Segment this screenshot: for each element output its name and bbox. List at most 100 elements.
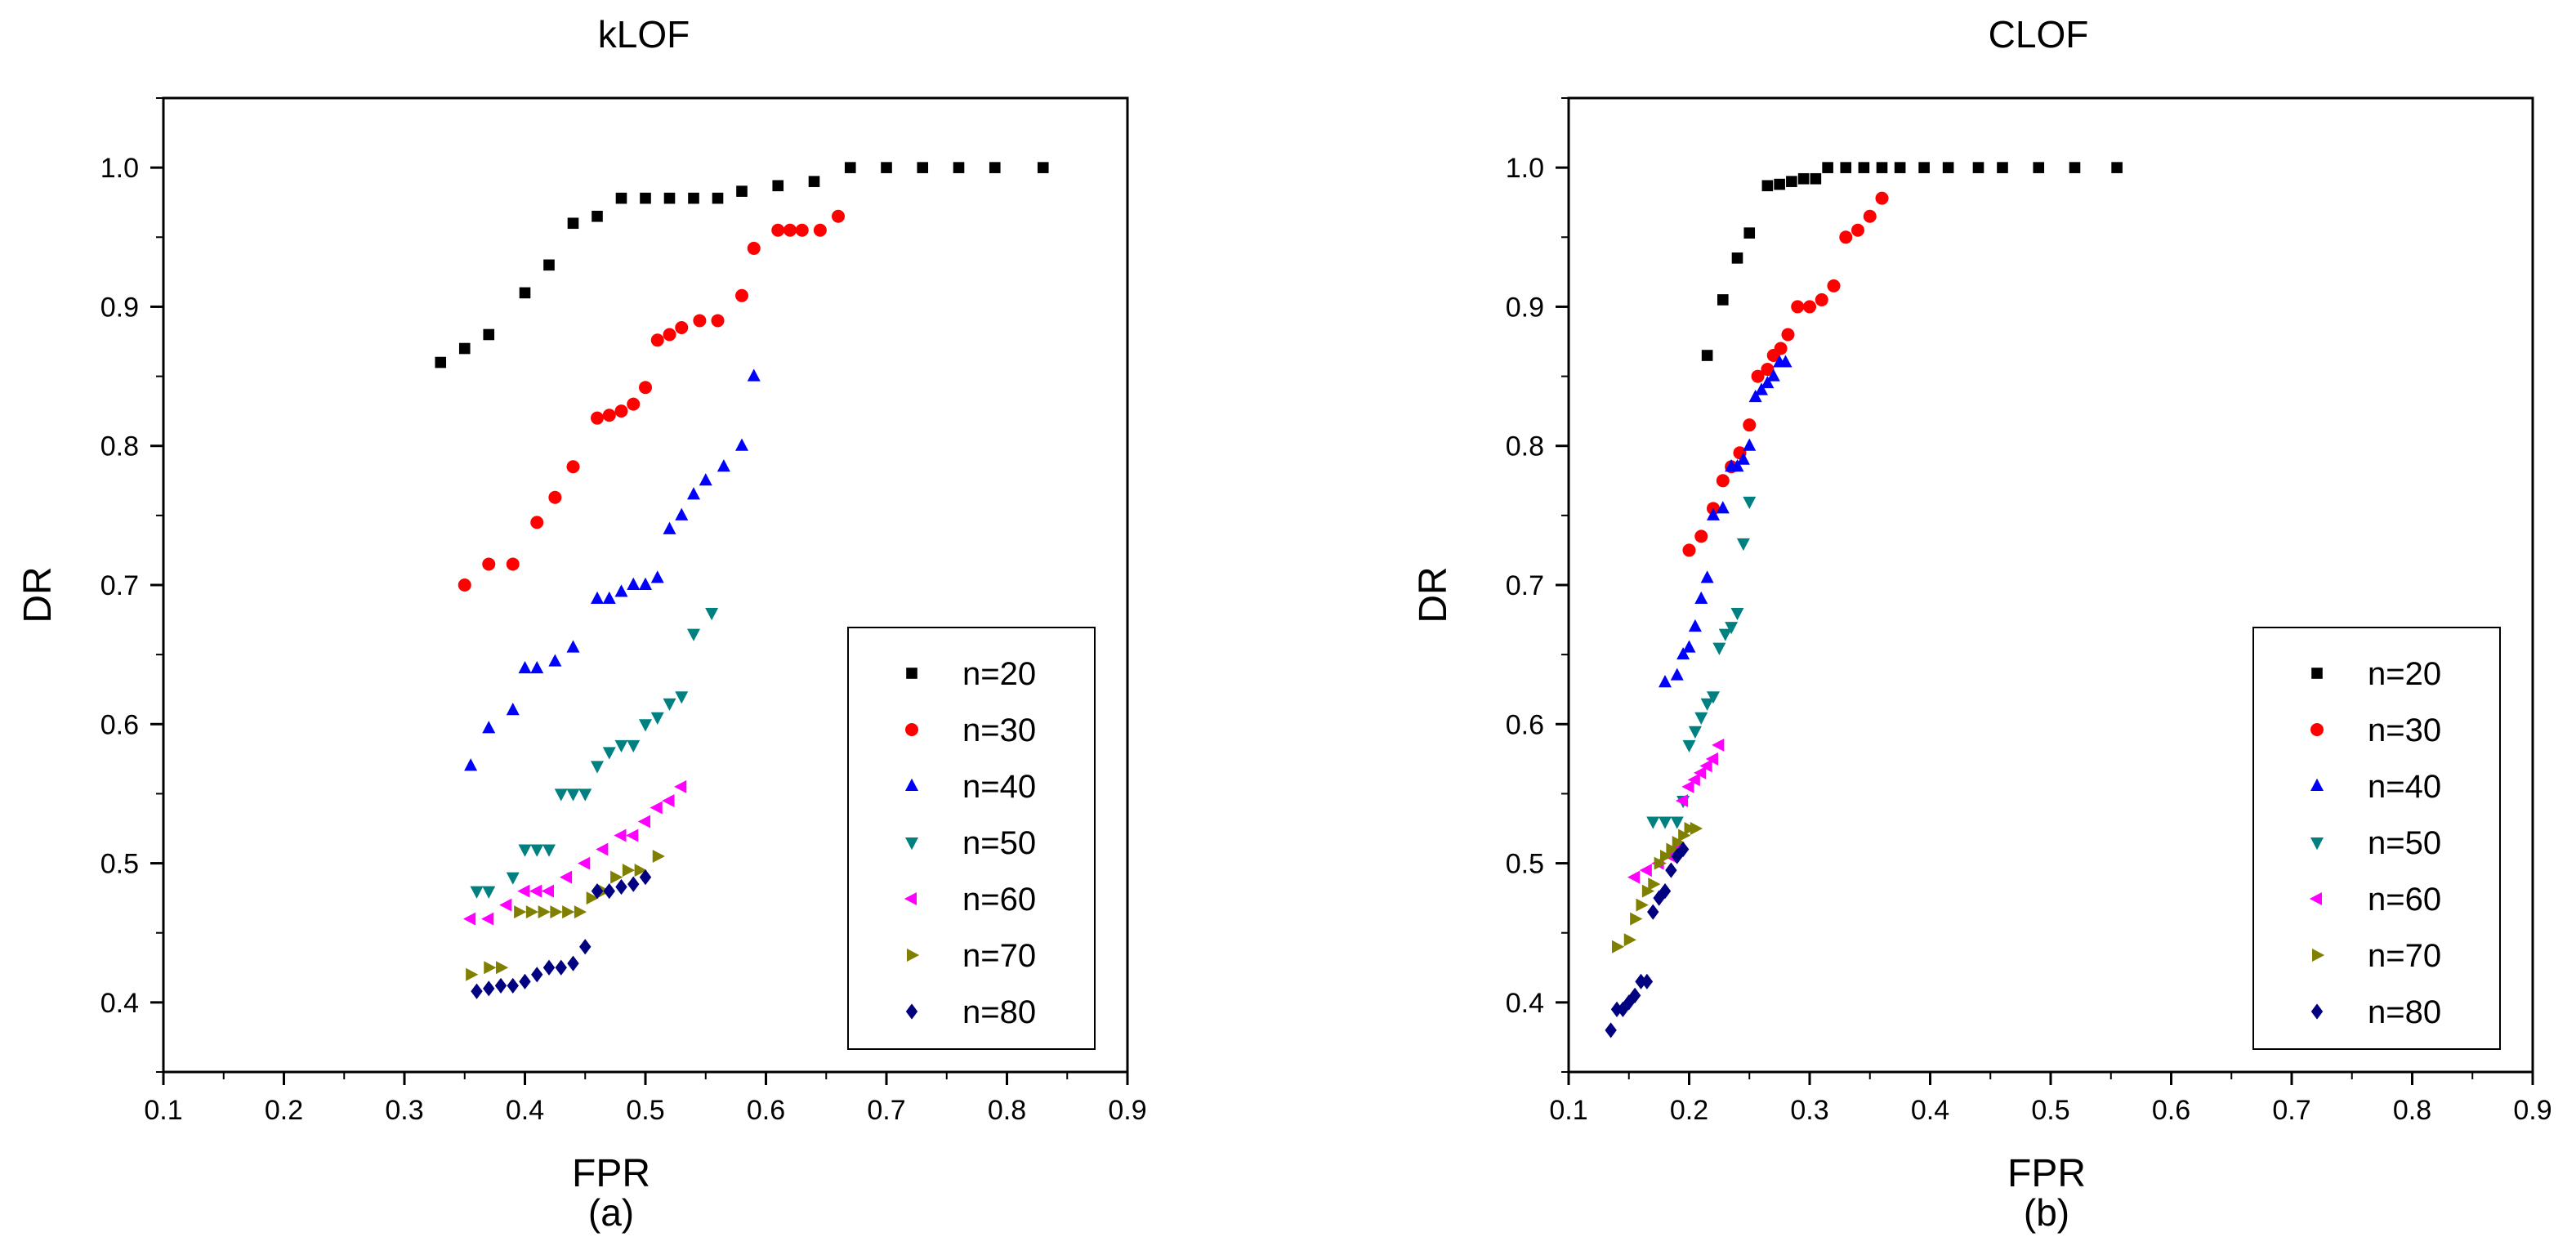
data-point xyxy=(458,578,471,592)
data-point xyxy=(1918,162,1930,173)
data-point xyxy=(663,521,676,534)
series-n=70 xyxy=(1612,822,1703,954)
data-point xyxy=(610,870,623,884)
data-point xyxy=(650,570,664,583)
data-point xyxy=(663,698,676,711)
data-point xyxy=(579,939,592,955)
y-tick-label: 0.7 xyxy=(100,570,139,601)
data-point xyxy=(1761,375,1775,389)
data-point xyxy=(1755,382,1768,395)
data-point xyxy=(1665,862,1677,878)
data-point xyxy=(693,314,707,328)
legend-marker xyxy=(905,778,918,791)
data-point xyxy=(578,856,591,870)
x-tick-label: 0.6 xyxy=(747,1095,785,1126)
legend-item: n=70 xyxy=(2312,938,2441,974)
data-point xyxy=(2111,162,2123,173)
data-point xyxy=(639,577,652,590)
data-point xyxy=(1647,904,1659,920)
data-point xyxy=(458,342,471,355)
data-point xyxy=(1654,856,1667,870)
data-point xyxy=(1699,759,1712,773)
x-tick-label: 0.3 xyxy=(1790,1095,1828,1126)
y-tick-label: 0.8 xyxy=(1506,431,1544,462)
data-point xyxy=(1717,294,1729,306)
data-point xyxy=(705,608,719,621)
data-point xyxy=(591,591,604,605)
subfigure-label: (a) xyxy=(588,1191,634,1234)
data-point xyxy=(1743,227,1756,239)
data-point xyxy=(1037,162,1049,173)
series-n=40 xyxy=(1659,355,1792,688)
legend-marker xyxy=(905,837,918,851)
data-point xyxy=(614,584,628,597)
data-point xyxy=(1672,836,1685,850)
legend-marker xyxy=(2310,778,2324,791)
x-tick-label: 0.3 xyxy=(385,1095,423,1126)
data-point xyxy=(627,739,641,753)
data-point xyxy=(615,878,627,895)
data-point xyxy=(1851,223,1864,237)
x-tick-label: 0.6 xyxy=(2152,1095,2190,1126)
data-point xyxy=(559,870,573,884)
data-point xyxy=(627,577,641,590)
legend-label: n=40 xyxy=(2368,769,2441,805)
data-point xyxy=(1660,850,1673,864)
data-point xyxy=(530,516,544,529)
data-point xyxy=(1605,1022,1617,1038)
data-point xyxy=(514,905,527,919)
legend-item: n=70 xyxy=(907,938,1036,974)
data-point xyxy=(989,162,1001,173)
data-point xyxy=(1701,350,1713,361)
data-point xyxy=(614,739,628,753)
y-tick-label: 0.7 xyxy=(1506,570,1544,601)
legend: n=20 n=30 n=40 n=50 n=60 n=70 n=80 xyxy=(847,627,1096,1050)
data-point xyxy=(639,381,652,395)
data-point xyxy=(1641,884,1655,898)
data-point xyxy=(622,864,636,878)
data-point xyxy=(567,217,579,230)
data-point xyxy=(481,912,494,926)
data-point xyxy=(1705,752,1718,766)
data-point xyxy=(917,162,929,173)
data-point xyxy=(1681,779,1694,793)
data-point xyxy=(687,487,700,500)
x-tick-label: 0.2 xyxy=(1670,1095,1708,1126)
data-point xyxy=(1612,940,1625,954)
data-point xyxy=(519,287,531,299)
data-point xyxy=(494,977,507,994)
y-tick-label: 0.4 xyxy=(1506,988,1544,1019)
x-tick-label: 0.8 xyxy=(2393,1095,2431,1126)
data-point xyxy=(1700,570,1714,583)
data-point xyxy=(1731,252,1743,264)
legend-label: n=60 xyxy=(2368,882,2441,918)
data-point xyxy=(518,844,532,857)
data-point xyxy=(1659,675,1672,688)
legend-item: n=30 xyxy=(905,712,1036,748)
data-point xyxy=(506,557,520,571)
data-point xyxy=(483,980,495,997)
data-point xyxy=(771,223,785,237)
data-point xyxy=(1736,538,1750,552)
data-point xyxy=(1972,162,1984,173)
data-point xyxy=(699,473,712,486)
data-point xyxy=(639,869,652,886)
data-point xyxy=(1688,726,1702,739)
legend-item: n=80 xyxy=(905,994,1036,1030)
data-point xyxy=(1687,773,1700,787)
data-point xyxy=(813,223,827,237)
data-point xyxy=(1639,864,1652,878)
data-point xyxy=(1942,162,1954,173)
data-point xyxy=(1827,279,1841,293)
data-point xyxy=(1791,300,1805,314)
legend-item: n=40 xyxy=(905,769,1036,805)
data-point xyxy=(1997,162,2008,173)
data-point xyxy=(435,356,447,368)
data-point xyxy=(566,640,580,653)
series-n=20 xyxy=(1701,162,2123,361)
y-tick-label: 0.4 xyxy=(100,988,139,1019)
legend-label: n=70 xyxy=(2368,938,2441,974)
data-point xyxy=(627,876,640,892)
data-point xyxy=(627,397,641,411)
